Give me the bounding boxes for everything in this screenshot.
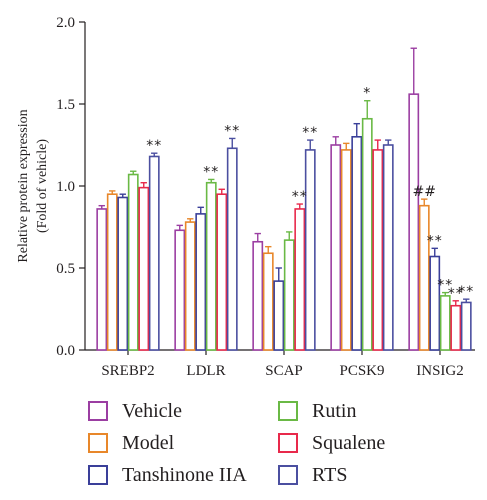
significance-mark: ** [224, 123, 240, 139]
legend-item: Squalene [278, 430, 385, 456]
significance-mark: ** [292, 189, 308, 205]
y-tick-label: 0.0 [56, 343, 75, 359]
bar [262, 252, 274, 351]
bar [372, 149, 384, 351]
x-tick-label: SREBP2 [101, 363, 154, 379]
significance-marks: ***********##******** [146, 86, 474, 302]
legend-swatch [88, 433, 108, 453]
significance-mark: ** [146, 138, 162, 154]
bar [226, 147, 238, 351]
y-tick-label: 2.0 [56, 15, 75, 31]
bar [382, 144, 394, 351]
bar [96, 208, 108, 351]
significance-mark: ** [448, 286, 464, 302]
legend-label: Rutin [312, 399, 357, 422]
x-tick-label: PCSK9 [339, 363, 384, 379]
y-tick-label: 1.0 [56, 179, 75, 195]
bar [106, 193, 118, 351]
bar [330, 144, 342, 351]
legend-item: Model [88, 430, 174, 456]
significance-mark: ** [437, 278, 453, 294]
legend-label: Tanshinone IIA [122, 463, 247, 486]
bar [127, 173, 139, 351]
bar [148, 155, 160, 351]
bar [439, 295, 451, 351]
x-tick-label: SCAP [265, 363, 303, 379]
legend-item: Rutin [278, 398, 356, 424]
legend-label: Model [122, 431, 175, 454]
bar [294, 208, 306, 351]
bar [408, 93, 420, 351]
y-tick-label: 1.5 [56, 97, 75, 113]
legend-item: Vehicle [88, 398, 182, 424]
significance-mark: ** [427, 233, 443, 249]
bar [429, 255, 441, 351]
y-tick-label: 0.5 [56, 261, 75, 277]
x-tick-label: LDLR [186, 363, 225, 379]
bar [252, 240, 264, 351]
legend-swatch [278, 401, 298, 421]
axes: 0.0 0.5 1.0 1.5 2.0 Relative protein expressi… [16, 15, 475, 379]
significance-mark: ** [203, 164, 219, 180]
bars [96, 47, 472, 351]
significance-mark: ** [458, 284, 474, 300]
legend-label: Vehicle [122, 399, 182, 422]
bar [340, 149, 352, 351]
bar [361, 117, 373, 351]
bar [450, 304, 462, 351]
bar [418, 204, 430, 351]
bar [351, 136, 363, 351]
significance-mark: ** [302, 125, 318, 141]
legend-swatch [278, 465, 298, 485]
legend-item: RTS [278, 462, 347, 488]
bar [216, 193, 228, 351]
bar [138, 186, 150, 351]
bar [205, 181, 217, 351]
significance-mark: ## [413, 184, 436, 200]
bar [304, 149, 316, 351]
legend-swatch [88, 465, 108, 485]
significance-mark: * [363, 86, 371, 102]
x-tick-label: INSIG2 [416, 363, 464, 379]
y-axis-label-secondary: (Fold of vehicle) [35, 139, 50, 233]
y-axis-label: Relative protein expression [16, 109, 31, 262]
legend-label: Squalene [312, 431, 386, 454]
bar [460, 301, 472, 351]
bar-chart: 0.0 0.5 1.0 1.5 2.0 Relative protein expressi… [16, 15, 475, 379]
legend-label: RTS [312, 463, 348, 486]
bar [195, 213, 207, 351]
legend: Vehicle Rutin Model Squalene Tanshinone IIA R… [88, 396, 468, 496]
bar [174, 229, 186, 351]
bar [283, 239, 295, 351]
bar [117, 196, 129, 351]
bar [273, 280, 285, 351]
legend-swatch [278, 433, 298, 453]
legend-swatch [88, 401, 108, 421]
bar [184, 221, 196, 351]
legend-item: Tanshinone IIA [88, 462, 247, 488]
